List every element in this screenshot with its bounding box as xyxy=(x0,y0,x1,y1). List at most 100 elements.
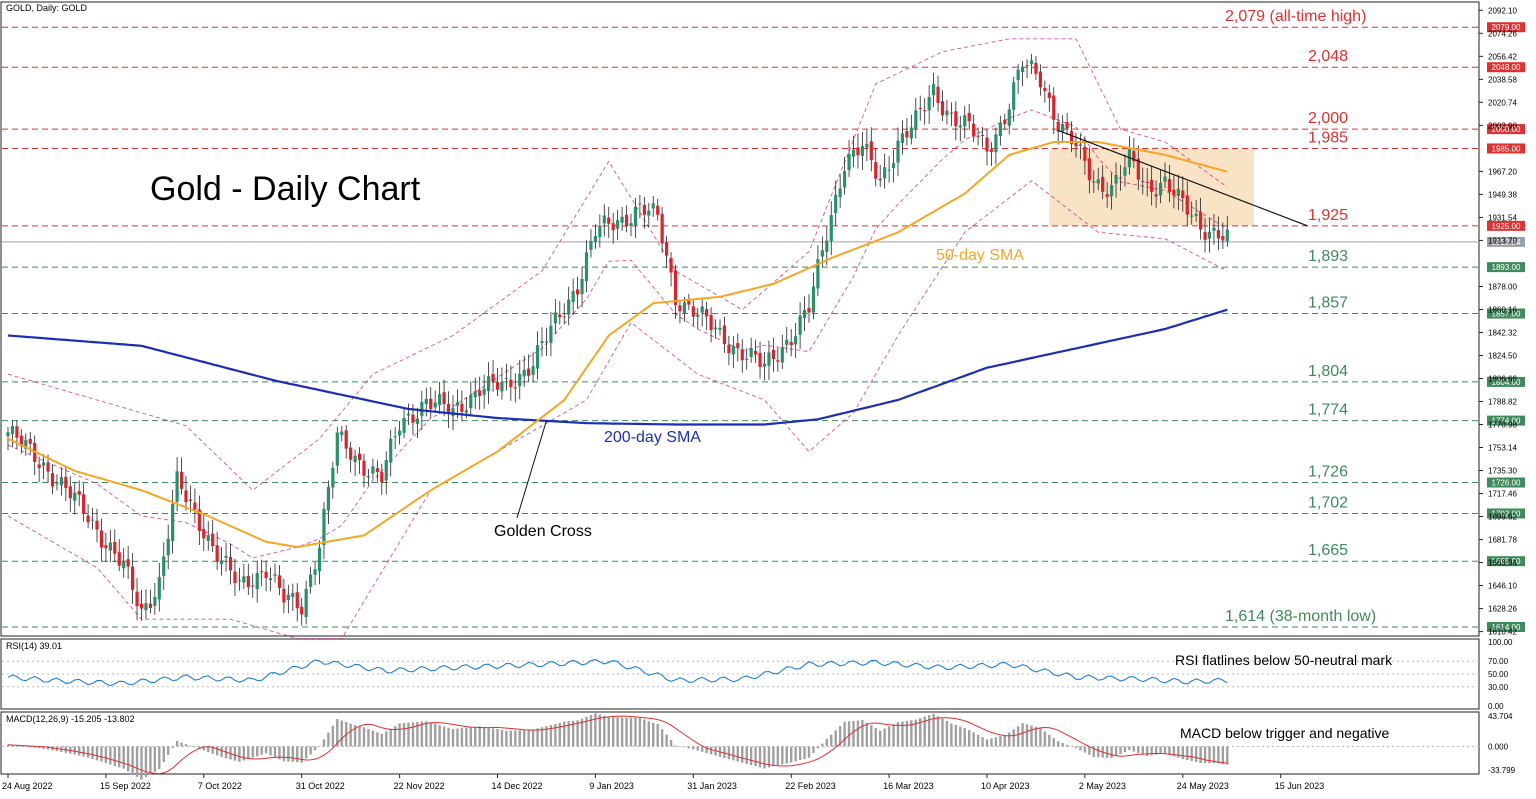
y-tick-label: 2002.90 xyxy=(1488,121,1517,130)
macd-bar xyxy=(585,716,588,747)
macd-bar xyxy=(1039,727,1042,747)
candle xyxy=(700,299,704,327)
macd-bar xyxy=(86,746,90,758)
macd-bar xyxy=(901,721,904,747)
candle xyxy=(856,133,860,169)
macd-bar xyxy=(545,726,548,747)
candle-body xyxy=(1221,236,1225,241)
candle xyxy=(335,426,339,474)
macd-bar xyxy=(505,730,508,747)
macd-bar xyxy=(425,721,428,747)
macd-bar xyxy=(215,746,219,756)
candle xyxy=(638,194,642,219)
candle xyxy=(1034,55,1038,80)
candle-body xyxy=(798,315,802,335)
candle xyxy=(802,296,807,332)
candle-body xyxy=(126,559,130,567)
candle-body xyxy=(415,418,419,424)
candle xyxy=(905,118,909,146)
candle-body xyxy=(607,217,611,224)
macd-bar xyxy=(1008,732,1011,747)
macd-bar xyxy=(131,746,134,775)
candle-body xyxy=(1074,142,1078,147)
macd-bar xyxy=(1186,746,1189,761)
candle-body xyxy=(402,417,406,433)
y-tick-label: 1913.70 xyxy=(1488,236,1517,245)
y-tick-label: 2056.42 xyxy=(1488,52,1517,61)
candle-body xyxy=(251,585,255,587)
macd-bar xyxy=(393,726,397,747)
macd-bar xyxy=(318,746,321,747)
candle xyxy=(914,97,918,139)
y-tick-label: 1663.94 xyxy=(1488,559,1517,568)
macd-bar xyxy=(362,727,366,747)
candle xyxy=(184,476,188,511)
level-label-1665: 1,665 xyxy=(1308,542,1348,559)
macd-bar xyxy=(523,729,526,747)
candle-body xyxy=(46,463,50,472)
candle-body xyxy=(442,392,446,405)
macd-bar xyxy=(24,746,27,747)
candle xyxy=(611,212,615,244)
macd-bar xyxy=(482,726,486,747)
candle-body xyxy=(1052,95,1056,120)
macd-bar xyxy=(1012,729,1015,747)
candle xyxy=(860,131,864,171)
macd-bar xyxy=(1146,746,1149,757)
macd-bar xyxy=(536,728,539,747)
macd-bar xyxy=(1088,746,1091,755)
candle xyxy=(580,266,584,308)
candle xyxy=(268,567,273,591)
level-tag-box-1614 xyxy=(1487,621,1525,632)
macd-bar xyxy=(990,738,993,747)
candle xyxy=(998,115,1002,146)
candle-body xyxy=(540,341,544,343)
macd-bar xyxy=(892,724,895,747)
candle xyxy=(527,354,531,383)
macd-bar xyxy=(1177,746,1180,758)
candle-body xyxy=(1056,121,1060,132)
macd-bar xyxy=(741,746,744,763)
candle-body xyxy=(642,204,646,215)
candle-body xyxy=(811,286,816,313)
macd-tick-label: -33.799 xyxy=(1488,766,1516,775)
macd-bar xyxy=(220,746,223,758)
macd-bar xyxy=(968,730,971,747)
macd-bar xyxy=(1097,746,1100,758)
level-label-1804: 1,804 xyxy=(1308,363,1348,380)
candle xyxy=(1092,170,1096,193)
candle-body xyxy=(963,115,967,127)
macd-bar xyxy=(1048,734,1051,747)
candle xyxy=(122,548,126,578)
level-label-1857: 1,857 xyxy=(1308,295,1348,312)
candle xyxy=(1181,176,1185,212)
candle-body xyxy=(780,347,784,363)
candle-body xyxy=(371,466,375,474)
macd-bar xyxy=(932,713,935,747)
candle-body xyxy=(1096,179,1100,184)
macd-bar xyxy=(229,746,232,760)
candle-body xyxy=(758,352,762,367)
candle-body xyxy=(113,541,117,554)
candle xyxy=(393,426,397,450)
candle xyxy=(932,72,936,108)
candle xyxy=(509,365,513,401)
candle-body xyxy=(1016,69,1020,81)
macd-bar xyxy=(1057,741,1060,747)
macd-bar xyxy=(612,717,615,747)
macd-bar xyxy=(514,730,517,747)
candle xyxy=(277,565,282,596)
candle xyxy=(398,420,402,445)
candle-body xyxy=(980,135,985,137)
candle xyxy=(1012,76,1016,122)
macd-bar xyxy=(794,746,797,762)
macd-bar xyxy=(429,722,432,747)
candle-body xyxy=(1110,185,1114,197)
candle-body xyxy=(553,312,557,324)
candle xyxy=(406,403,411,425)
level-tag-1702: 1702.00 xyxy=(1492,509,1521,518)
candle-body xyxy=(162,556,166,577)
candle xyxy=(709,307,713,343)
macd-tick-label: 43.704 xyxy=(1488,712,1513,721)
candle-body xyxy=(838,188,842,198)
